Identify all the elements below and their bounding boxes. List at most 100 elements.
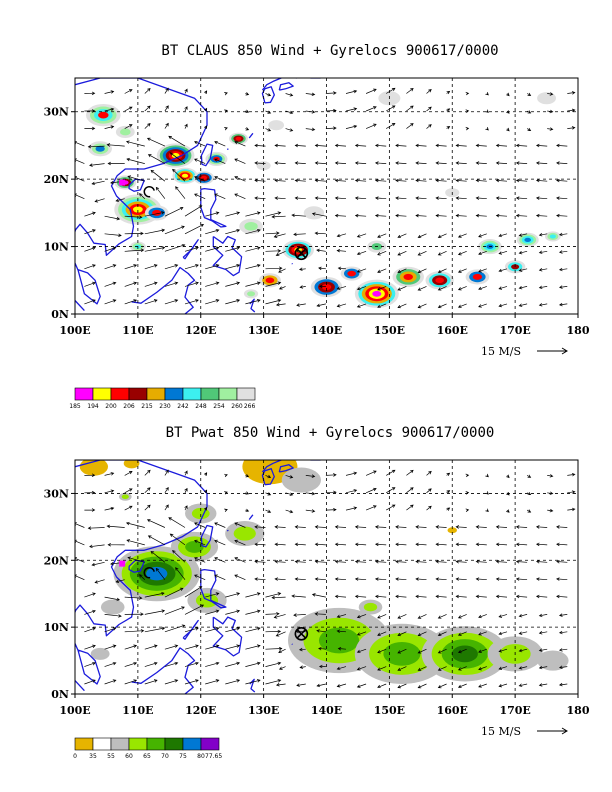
legend-swatch (74, 737, 94, 751)
wind-arrow (457, 233, 467, 238)
legend-label: 70 (161, 753, 169, 760)
wind-arrow (84, 211, 96, 217)
shade-blob (281, 467, 321, 493)
wind-arrow (194, 158, 206, 164)
wind-arrow (506, 492, 510, 496)
wind-arrow (465, 91, 470, 96)
legend-label: 75 (179, 753, 187, 760)
wind-arrow (84, 644, 96, 650)
wind-arrow (498, 233, 508, 238)
legend-swatch (74, 387, 94, 401)
wind-arrow (495, 143, 508, 148)
wind-arrow (356, 286, 367, 291)
legend-label: 77.65 (205, 753, 222, 760)
wind-arrow (205, 644, 220, 650)
wind-arrow (124, 505, 133, 511)
wind-arrow (305, 509, 316, 513)
x-tick-label: 140E (311, 704, 342, 717)
shade-blob (451, 645, 478, 663)
shade-blob (383, 642, 421, 666)
wind-arrow (184, 123, 188, 129)
wind-arrow (395, 196, 407, 200)
wind-arrow (538, 250, 548, 254)
wind-arrow (275, 250, 286, 256)
x-tick-label: 160E (437, 704, 468, 717)
wind-arrow (478, 683, 487, 688)
wind-arrow (485, 473, 489, 478)
wind-arrow (318, 266, 326, 271)
coastline (212, 616, 243, 657)
y-tick-label: 0N (51, 308, 69, 321)
x-tick-label: 100E (59, 704, 90, 717)
wind-arrow (498, 683, 508, 688)
wind-arrow (245, 473, 250, 478)
wind-arrow (265, 509, 272, 513)
wind-arrow (104, 661, 117, 667)
wind-arrow (455, 577, 467, 581)
y-tick-label: 0N (51, 688, 69, 701)
wind-arrow (245, 109, 250, 113)
wind-arrow (124, 629, 145, 633)
wind-arrow (417, 286, 427, 291)
coastline (248, 132, 254, 139)
wind-arrow (184, 88, 188, 94)
wind-arrow (567, 490, 576, 494)
legend-claus: 185 194 200 206 215 230 242 248 254 260 266 (69, 387, 256, 410)
wind-arrow (556, 594, 568, 599)
wind-arrow (203, 506, 208, 511)
wind-arrow (84, 246, 96, 252)
wind-arrow (104, 506, 115, 511)
wind-arrow (377, 631, 387, 636)
wind-arrow (265, 299, 282, 305)
wind-arrow (168, 135, 186, 147)
legend-label: 215 (141, 403, 153, 410)
x-tick-label: 180 (567, 704, 590, 717)
wind-arrow (84, 229, 96, 235)
wind-arrow (203, 125, 208, 129)
wind-arrow (465, 473, 470, 478)
wind-arrow (356, 614, 367, 619)
legend-pwat: 0 35 55 60 65 70 75 80 77.65 (73, 737, 222, 760)
wind-arrow (386, 469, 396, 476)
wind-arrow (138, 574, 146, 580)
wind-arrow (164, 264, 179, 270)
wind-arrow (397, 268, 407, 274)
coastline (261, 468, 275, 486)
wind-arrow (84, 126, 96, 131)
wind-arrow (455, 594, 467, 599)
wind-arrow (354, 213, 367, 218)
wind-arrow (84, 473, 96, 478)
wind-arrow (356, 648, 367, 654)
wind-arrow (164, 624, 186, 633)
wind-arrow (318, 646, 326, 651)
wind-arrow (395, 542, 407, 547)
wind-arrow (155, 186, 166, 199)
wind-arrow (225, 264, 241, 270)
wind-arrow (104, 281, 117, 287)
wind-arrow (397, 631, 407, 637)
wind-arrow (336, 286, 347, 290)
wind-arrow (478, 648, 487, 653)
wind-arrow (478, 268, 487, 273)
wind-arrow (126, 157, 145, 164)
wind-arrow (314, 542, 326, 547)
wind-arrow (526, 509, 532, 513)
wind-arrow (518, 683, 528, 687)
wind-arrow (305, 110, 316, 114)
wind-arrow (475, 178, 487, 183)
wind-arrow (203, 472, 208, 476)
wind-arrow (356, 233, 367, 238)
coastline (249, 678, 256, 693)
wind-arrow (526, 110, 532, 114)
wind-arrow (535, 196, 548, 200)
wind-arrow (205, 264, 220, 270)
coastline (200, 568, 227, 609)
wind-arrow (465, 126, 470, 131)
wind-arrow (356, 683, 367, 688)
wind-arrow (214, 574, 226, 581)
wind-arrow (164, 469, 169, 476)
wind-arrow (84, 281, 96, 287)
wind-arrow (203, 489, 208, 494)
wind-arrow (184, 644, 199, 650)
wind-arrow (205, 592, 220, 598)
